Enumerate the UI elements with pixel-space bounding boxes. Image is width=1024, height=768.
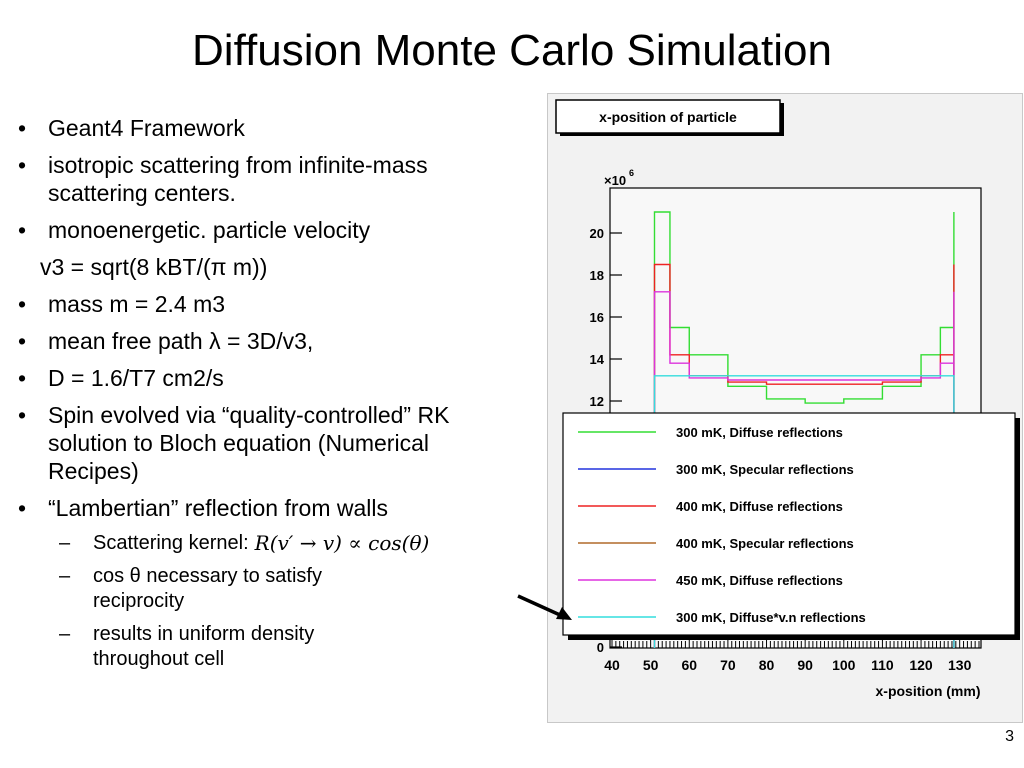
bullet-monoenergetic: • monoenergetic. particle velocity [18, 217, 371, 243]
x-tick-label: 120 [909, 657, 933, 673]
bullet-mass: • mass m = 2.4 m3 [18, 291, 226, 317]
series-line [653, 211, 955, 648]
bullet-text: D = 1.6/T7 cm2/s [48, 365, 224, 391]
sub-bullet-reciprocity: – cos θ necessary to satisfy reciprocity [18, 564, 488, 614]
x-tick-label: 60 [681, 657, 697, 673]
y-tick-label: 18 [590, 268, 604, 283]
bullet-spin: • Spin evolved via “quality-controlled” R… [18, 401, 488, 485]
bullet-isotropic: • isotropic scattering from infinite-mass… [18, 151, 488, 207]
sub-bullet-uniform: – results in uniform density throughout c… [18, 622, 488, 672]
bullet-text: mean free path λ = 3D/v3, [48, 328, 314, 354]
sub-bullet-text: cos θ necessary to satisfy reciprocity [93, 565, 322, 613]
y-multiplier-exponent: 6 [629, 168, 634, 178]
y-axis: 20 18 16 14 12 0 [590, 226, 622, 655]
legend-label: 300 mK, Diffuse reflections [676, 425, 843, 440]
bullet-lambertian: • “Lambertian” reflection from walls [18, 494, 488, 522]
y-tick-label: 12 [590, 394, 604, 409]
bullet-text: “Lambertian” reflection from walls [48, 495, 389, 521]
bullet-list: • Geant4 Framework • isotropic scattering … [18, 114, 488, 680]
legend-label: 300 mK, Specular reflections [676, 462, 854, 477]
x-tick-label: 90 [797, 657, 813, 673]
legend-label: 400 mK, Specular reflections [676, 536, 854, 551]
legend-label: 450 mK, Diffuse reflections [676, 573, 843, 588]
sub-bullet-text: Scattering kernel: [93, 532, 249, 554]
x-axis: 40 50 60 70 80 90 100 110 120 130 [604, 634, 980, 673]
y-tick-label: 20 [590, 226, 604, 241]
plot-series [653, 211, 955, 648]
bullet-text: mass m = 2.4 m3 [48, 291, 226, 317]
x-tick-label: 70 [720, 657, 736, 673]
plot-title: x-position of particle [599, 109, 737, 125]
legend-label: 400 mK, Diffuse reflections [676, 499, 843, 514]
x-axis-label: x-position (mm) [876, 683, 981, 699]
x-tick-label: 110 [871, 657, 894, 673]
y-tick-label: 0 [597, 640, 604, 655]
bullet-text: monoenergetic. particle velocity [48, 217, 371, 243]
bullet-geant4: • Geant4 Framework [18, 115, 245, 141]
x-tick-label: 130 [948, 657, 972, 673]
x-tick-label: 50 [643, 657, 659, 673]
legend-label: 300 mK, Diffuse*v.n reflections [676, 610, 866, 625]
pointer-arrow [517, 594, 572, 620]
page-number: 3 [1005, 728, 1014, 745]
legend: 300 mK, Diffuse reflections 300 mK, Specu… [578, 425, 866, 625]
plot-canvas: x-position of particle ×10 6 20181614120… [555, 99, 1020, 699]
y-multiplier: ×10 [604, 173, 626, 188]
kernel-formula: R(v′ → v) ∝ cos(θ) [254, 531, 430, 556]
y-tick-label: 16 [590, 310, 604, 325]
histogram-plot: x-position of particle ×10 6 20 18 16 14 12 0… [547, 93, 1023, 723]
bullet-text: Spin evolved via “quality-controlled” RK… [48, 402, 450, 484]
sub-bullet-text: results in uniform density throughout ce… [93, 623, 315, 671]
sub-bullet-kernel: – Scattering kernel: R(v′ → v) ∝ cos(θ) [59, 531, 430, 556]
legend-box [562, 412, 1016, 636]
y-tick-label: 14 [590, 352, 605, 367]
title-box [555, 99, 781, 134]
series-line [653, 291, 955, 648]
bullet-text: isotropic scattering from infinite-mass … [48, 152, 428, 206]
series-line [653, 263, 955, 648]
velocity-formula: v3 = sqrt(8 kBT/(π m)) [40, 254, 268, 280]
series-line [653, 375, 955, 648]
x-tick-label: 40 [604, 657, 620, 673]
slide-title: Diffusion Monte Carlo Simulation [192, 26, 832, 75]
bullet-mean-free-path: • mean free path λ = 3D/v3, [18, 328, 314, 354]
bullet-text: Geant4 Framework [48, 115, 245, 141]
bullet-diffusion: • D = 1.6/T7 cm2/s [18, 365, 224, 391]
x-tick-label: 80 [759, 657, 775, 673]
x-tick-label: 100 [832, 657, 856, 673]
